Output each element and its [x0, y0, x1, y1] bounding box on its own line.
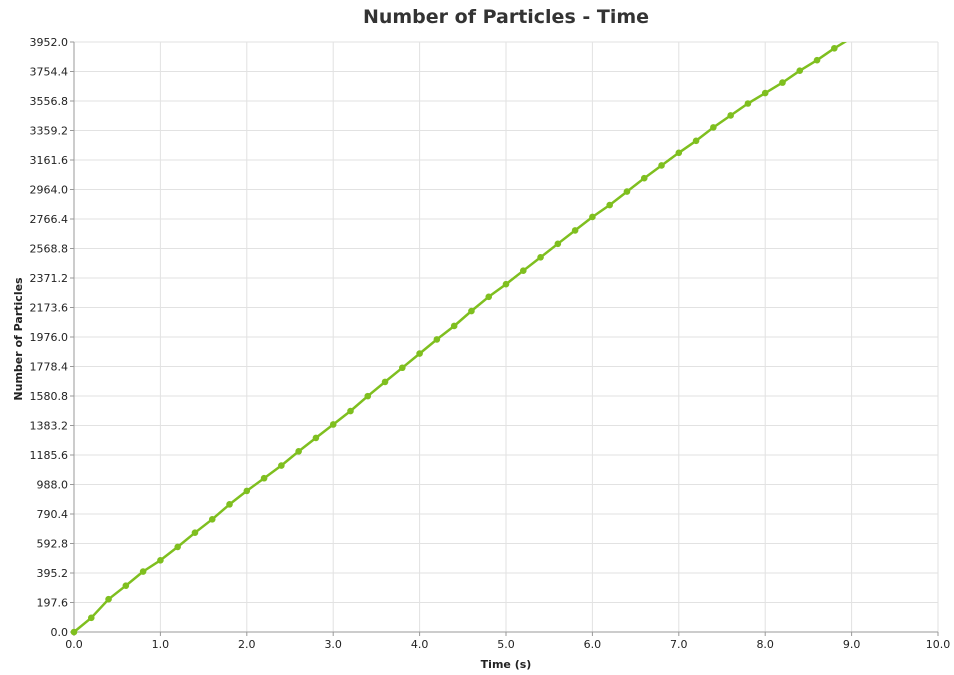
x-tick-label: 6.0 — [584, 638, 602, 651]
data-point — [813, 56, 821, 64]
data-point — [571, 227, 579, 234]
y-tick-label: 0.0 — [51, 626, 69, 639]
data-point — [606, 201, 613, 209]
y-tick-label: 2964.0 — [30, 184, 69, 197]
y-tick-label: 2371.2 — [30, 272, 69, 285]
grid — [74, 41, 939, 632]
y-tick-label: 3952.0 — [30, 36, 69, 49]
data-point — [70, 628, 78, 636]
data-point — [312, 434, 320, 442]
data-point — [122, 582, 130, 590]
y-tick-label: 2766.4 — [30, 213, 69, 226]
y-tick-label: 1778.4 — [30, 361, 69, 374]
data-point — [796, 67, 804, 74]
data-point — [416, 350, 423, 357]
data-point — [278, 462, 285, 469]
x-tick-label: 9.0 — [843, 638, 861, 651]
data-point — [260, 474, 268, 482]
data-point — [623, 188, 631, 195]
series — [70, 3, 907, 636]
data-point — [139, 568, 147, 575]
data-point — [105, 595, 112, 603]
data-point — [502, 280, 510, 288]
data-point — [727, 112, 734, 119]
x-axis-label: Time (s) — [481, 658, 532, 671]
x-tick-label: 10.0 — [926, 638, 951, 651]
data-point — [433, 336, 441, 343]
y-tick-label: 1580.8 — [30, 390, 69, 403]
data-point — [692, 137, 700, 145]
y-tick-label: 790.4 — [37, 508, 69, 521]
data-point — [779, 79, 786, 86]
data-point — [485, 293, 493, 301]
y-tick-label: 3359.2 — [30, 125, 69, 138]
data-point — [710, 124, 717, 131]
data-point — [226, 501, 233, 508]
series-line — [73, 42, 848, 633]
data-point — [640, 174, 648, 182]
data-point — [87, 614, 95, 622]
x-tick-label: 0.0 — [65, 638, 83, 651]
data-point — [174, 543, 181, 551]
x-tick-label: 5.0 — [497, 638, 515, 651]
data-point — [450, 322, 458, 330]
y-tick-label: 395.2 — [37, 567, 69, 580]
data-point — [744, 100, 752, 107]
data-point — [883, 15, 890, 22]
y-axis-label: Number of Particles — [12, 277, 25, 401]
x-tick-label: 4.0 — [411, 638, 429, 651]
x-tick-label: 2.0 — [238, 638, 256, 651]
data-point — [900, 3, 907, 10]
data-point — [381, 378, 389, 386]
data-point — [157, 557, 164, 564]
chart-title: Number of Particles - Time — [362, 6, 650, 28]
data-point — [554, 240, 562, 248]
y-tick-label: 592.8 — [37, 538, 69, 551]
data-point — [831, 44, 838, 52]
data-point — [208, 515, 216, 523]
x-tick-label: 1.0 — [152, 638, 170, 651]
y-tick-label: 1976.0 — [30, 331, 69, 344]
data-point — [399, 364, 406, 372]
data-point — [848, 35, 855, 42]
data-point — [295, 448, 302, 455]
y-tick-label: 3556.8 — [30, 95, 69, 108]
x-tick-label: 3.0 — [324, 638, 342, 651]
data-point — [519, 267, 527, 275]
y-tick-label: 3754.4 — [30, 66, 69, 79]
y-tick-label: 1185.6 — [30, 449, 69, 462]
x-axis-ticks: 0.0 1.0 2.0 3.0 4.0 5.0 6.0 7.0 8.0 9.0 10.0 — [65, 632, 950, 651]
y-tick-label: 2568.8 — [30, 243, 69, 256]
data-point — [191, 529, 199, 537]
y-tick-label: 988.0 — [37, 479, 69, 492]
data-point — [761, 89, 769, 97]
data-point — [866, 26, 873, 33]
y-axis-ticks: 0.0 197.6 395.2 592.8 790.4 988.0 1185.6 1383.2… — [30, 36, 74, 639]
data-point — [589, 213, 596, 221]
y-tick-label: 3161.6 — [30, 154, 69, 167]
x-tick-label: 7.0 — [670, 638, 688, 651]
y-tick-label: 1383.2 — [30, 420, 69, 433]
data-point — [364, 392, 372, 400]
data-point — [658, 162, 665, 169]
data-point — [243, 487, 251, 495]
data-point — [537, 253, 544, 261]
y-tick-label: 2173.6 — [30, 302, 69, 315]
x-tick-label: 8.0 — [756, 638, 774, 651]
data-point — [329, 421, 337, 428]
data-point — [347, 407, 354, 415]
data-point — [675, 149, 683, 157]
y-tick-label: 197.6 — [37, 597, 69, 610]
data-point — [468, 307, 475, 315]
